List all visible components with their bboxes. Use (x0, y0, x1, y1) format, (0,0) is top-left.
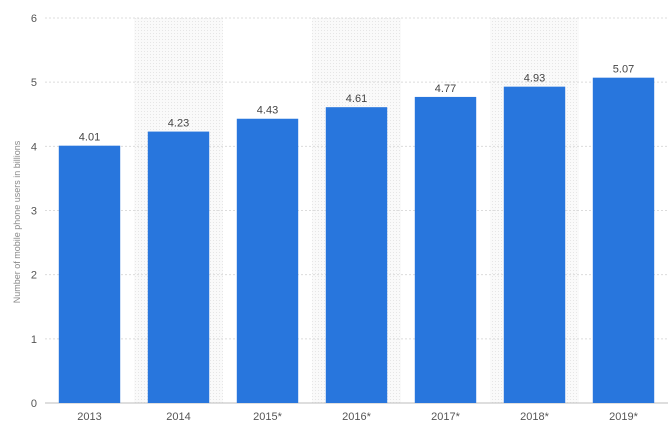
bar (592, 77, 655, 404)
y-axis-label: Number of mobile phone users in billions (12, 140, 22, 303)
data-label: 4.43 (257, 105, 278, 117)
y-tick-label: 0 (31, 398, 37, 410)
y-tick-label: 4 (31, 141, 37, 153)
y-tick-label: 3 (31, 206, 37, 218)
bar (147, 131, 210, 403)
data-label: 4.61 (346, 93, 367, 105)
x-tick-label: 2016* (342, 411, 371, 423)
y-axis-ticks: 0 1 2 3 4 5 6 (31, 13, 37, 410)
y-tick-label: 1 (31, 334, 37, 346)
data-label: 4.93 (524, 73, 545, 85)
data-label: 4.77 (435, 83, 456, 95)
x-tick-label: 2014 (166, 411, 190, 423)
data-label: 5.07 (613, 64, 634, 76)
y-tick-label: 5 (31, 77, 37, 89)
y-tick-label: 2 (31, 270, 37, 282)
bar (503, 86, 566, 404)
x-tick-label: 2013 (77, 411, 101, 423)
data-labels: 4.01 4.23 4.43 4.61 4.77 4.93 5.07 (79, 64, 634, 144)
bar (58, 145, 121, 404)
bars (58, 77, 655, 404)
bar (414, 96, 477, 404)
x-tick-label: 2015* (253, 411, 282, 423)
data-label: 4.01 (79, 132, 100, 144)
x-tick-label: 2019* (609, 411, 638, 423)
bar (236, 118, 299, 403)
y-tick-label: 6 (31, 13, 37, 25)
bar (325, 107, 388, 404)
x-tick-label: 2017* (431, 411, 460, 423)
x-axis-ticks: 2013 2014 2015* 2016* 2017* 2018* 2019* (77, 411, 638, 423)
x-tick-label: 2018* (520, 411, 549, 423)
data-label: 4.23 (168, 118, 189, 130)
